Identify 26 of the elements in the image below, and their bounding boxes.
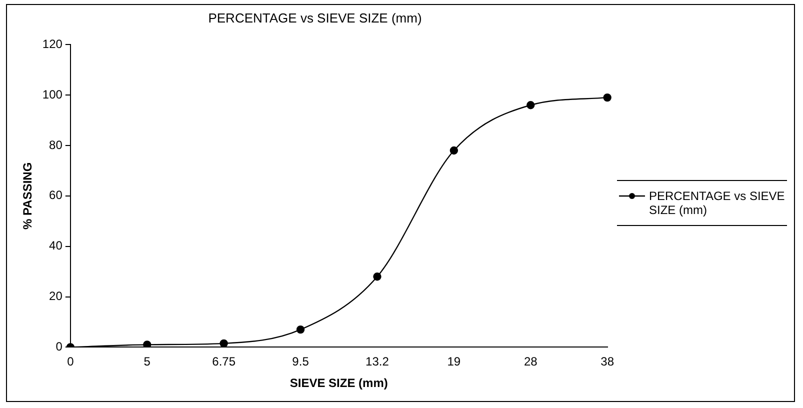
x-axis-title: SIEVE SIZE (mm): [290, 376, 388, 390]
x-tick-label: 5: [144, 354, 151, 369]
x-tick-label: 28: [524, 354, 538, 369]
x-tick-label: 13.2: [366, 354, 390, 369]
x-tick-label: 9.5: [292, 354, 310, 369]
point: [603, 93, 612, 102]
point: [220, 339, 228, 348]
point: [143, 340, 152, 348]
x-tick-label: 38: [600, 354, 614, 369]
y-tick-label: 40: [49, 238, 63, 253]
point: [450, 146, 458, 155]
y-tick-label: 60: [49, 188, 63, 202]
y-axis-title: % PASSING: [20, 162, 35, 230]
x-tick-label: 19: [447, 354, 461, 369]
y-tick-label: 0: [56, 340, 63, 354]
y-tick-label: 100: [42, 87, 63, 102]
point: [526, 101, 535, 110]
point: [373, 272, 382, 281]
chart-title: PERCENTAGE vs SIEVE SIZE (mm): [208, 10, 422, 26]
x-tick-label: 6.75: [212, 354, 236, 369]
y-tick-label: 120: [42, 36, 63, 51]
x-tick-label: 0: [67, 354, 74, 369]
legend-label: PERCENTAGE vs SIEVE SIZE (mm): [649, 189, 785, 217]
y-tick-label: 20: [49, 289, 63, 304]
point: [296, 325, 305, 334]
y-tick-label: 80: [49, 138, 63, 152]
